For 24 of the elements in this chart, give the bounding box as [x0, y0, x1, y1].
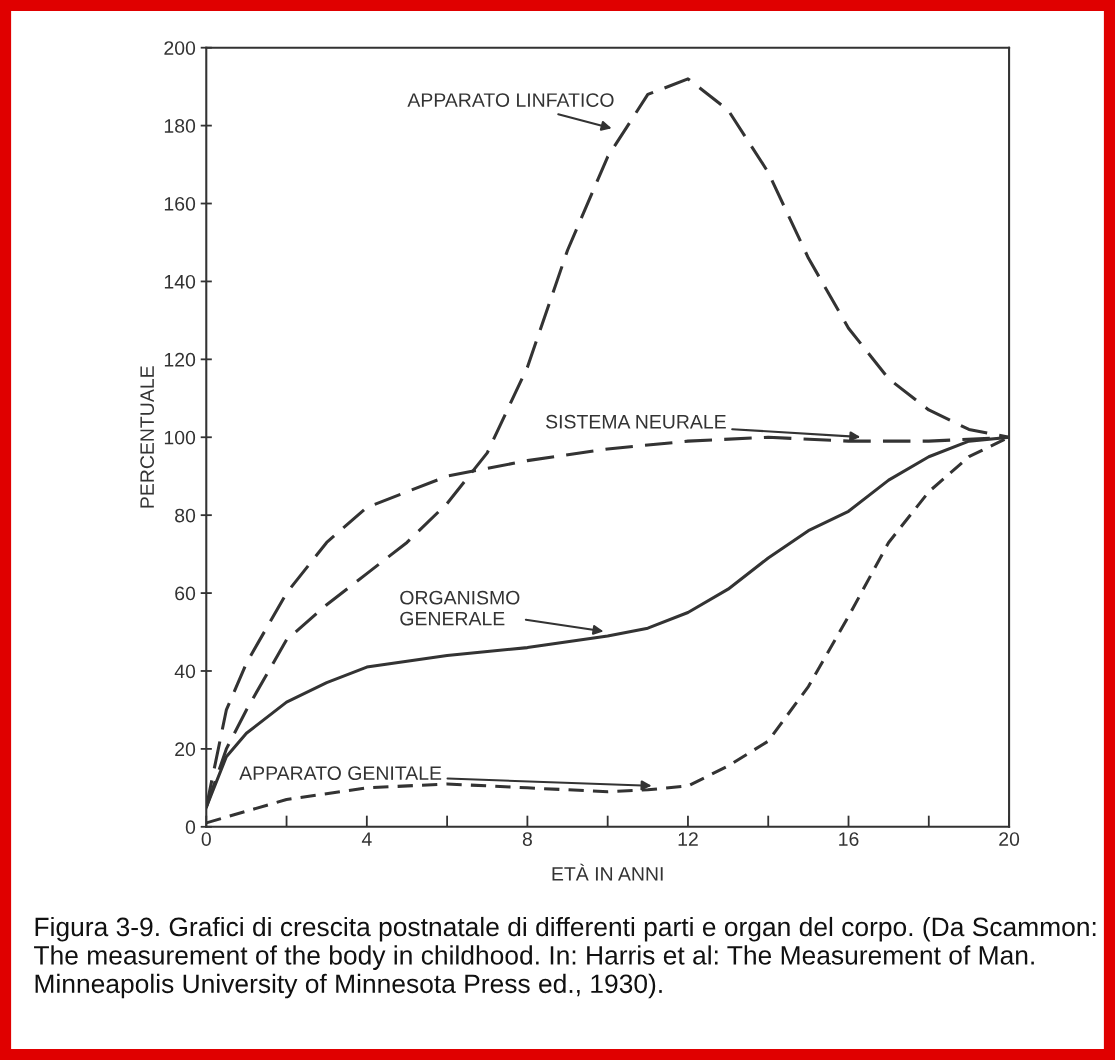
y-tick-label: 180: [164, 119, 196, 133]
x-tick-label: 8: [522, 832, 532, 846]
y-tick-label: 80: [175, 508, 196, 523]
y-tick-label: 40: [174, 664, 196, 679]
y-tick-label: 100: [164, 430, 196, 445]
y-tick-label: 160: [164, 196, 196, 211]
y-axis-title: PERCENTUALE: [140, 366, 155, 508]
y-tick-label: 20: [175, 742, 196, 757]
y-tick-label: 200: [164, 41, 196, 55]
x-tick-label: 16: [839, 832, 859, 846]
y-tick-label: 60: [175, 586, 196, 601]
text: Figura 3-9. Grafici di crescita postnatale di differenti parti e organ del corpo. (Da Scammon: The measurement of the body in childhood. In: Harris et al: The Measurement of Man. Minneapolis University of Minnesota Press ed., 1930).: [34, 916, 1096, 999]
series-label: APPARATO GENITALE: [239, 766, 442, 781]
y-tick-label: 140: [164, 274, 196, 289]
x-tick-label: 0: [201, 832, 211, 846]
x-tick-label: 4: [361, 832, 372, 846]
x-tick-label: 20: [999, 832, 1020, 846]
series-label: ORGANISMO GENERALE: [400, 590, 520, 626]
y-tick-label: 120: [164, 352, 196, 367]
series-label: SISTEMA NEURALE: [546, 414, 726, 429]
x-axis-title: ETÀ IN ANNI: [552, 863, 663, 881]
series-label: APPARATO LINFATICO: [407, 93, 614, 107]
x-tick-label: 12: [678, 832, 698, 846]
y-tick-label: 0: [185, 820, 196, 835]
